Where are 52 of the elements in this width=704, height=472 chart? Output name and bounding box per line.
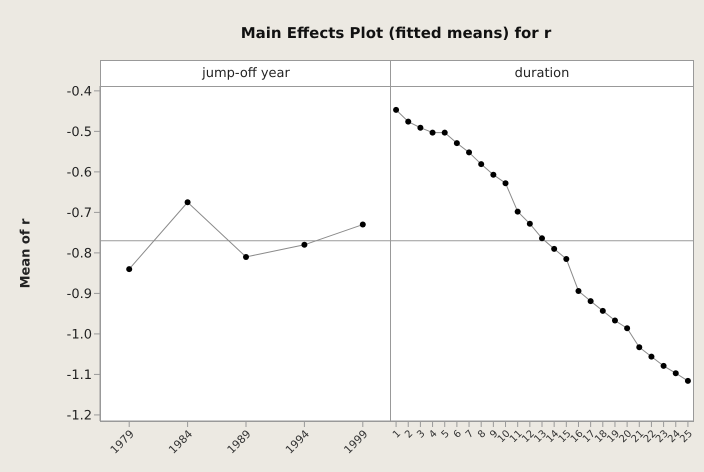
point	[612, 318, 618, 324]
point	[430, 130, 436, 136]
point	[539, 235, 545, 242]
point	[502, 180, 509, 186]
point	[301, 242, 308, 248]
x-tick-label: 7	[464, 428, 476, 441]
x-tick-label: 4	[427, 428, 440, 441]
point	[417, 124, 424, 131]
x-tick-label: 8	[476, 428, 488, 441]
x-tick-label: 3	[415, 428, 428, 441]
y-tick-label: -0.9	[66, 287, 92, 302]
point	[442, 130, 448, 136]
x-tick-label: 5	[440, 428, 452, 441]
point	[466, 149, 472, 156]
y-tick-label: -0.8	[66, 246, 92, 262]
x-tick-label: 2	[403, 428, 416, 441]
panel-header: duration	[390, 60, 694, 88]
point	[454, 140, 460, 146]
y-tick-label: -0.7	[66, 206, 92, 221]
point	[575, 288, 582, 294]
point	[360, 222, 366, 228]
x-tick-label: 6	[452, 428, 464, 441]
point	[490, 172, 496, 178]
point	[600, 308, 606, 314]
point	[478, 161, 484, 168]
point	[184, 199, 191, 206]
y-tick-label: -0.5	[66, 124, 92, 140]
point	[393, 106, 400, 113]
chart-title: Main Effects Plot (fitted means) for r	[240, 24, 552, 42]
point	[526, 220, 533, 227]
point	[648, 354, 654, 360]
point	[126, 266, 132, 272]
point	[624, 325, 630, 332]
y-tick-label: -0.4	[66, 84, 92, 100]
point	[672, 370, 679, 376]
point	[588, 298, 594, 304]
point	[405, 118, 412, 125]
y-tick-label: -1.0	[66, 328, 92, 343]
point	[551, 246, 558, 252]
y-tick-label: -1.1	[66, 368, 92, 384]
x-tick-label: 1	[390, 428, 404, 441]
point	[684, 378, 691, 384]
point	[563, 256, 570, 262]
point	[514, 208, 521, 215]
x-tick-label: 25	[678, 428, 696, 446]
point	[243, 254, 249, 260]
panel-header: jump-off year	[100, 60, 392, 88]
y-axis-title: Mean of r	[18, 218, 34, 288]
y-tick-label: -1.2	[66, 408, 92, 424]
y-tick-label: -0.6	[66, 165, 92, 180]
point	[660, 362, 667, 369]
point	[636, 344, 642, 350]
